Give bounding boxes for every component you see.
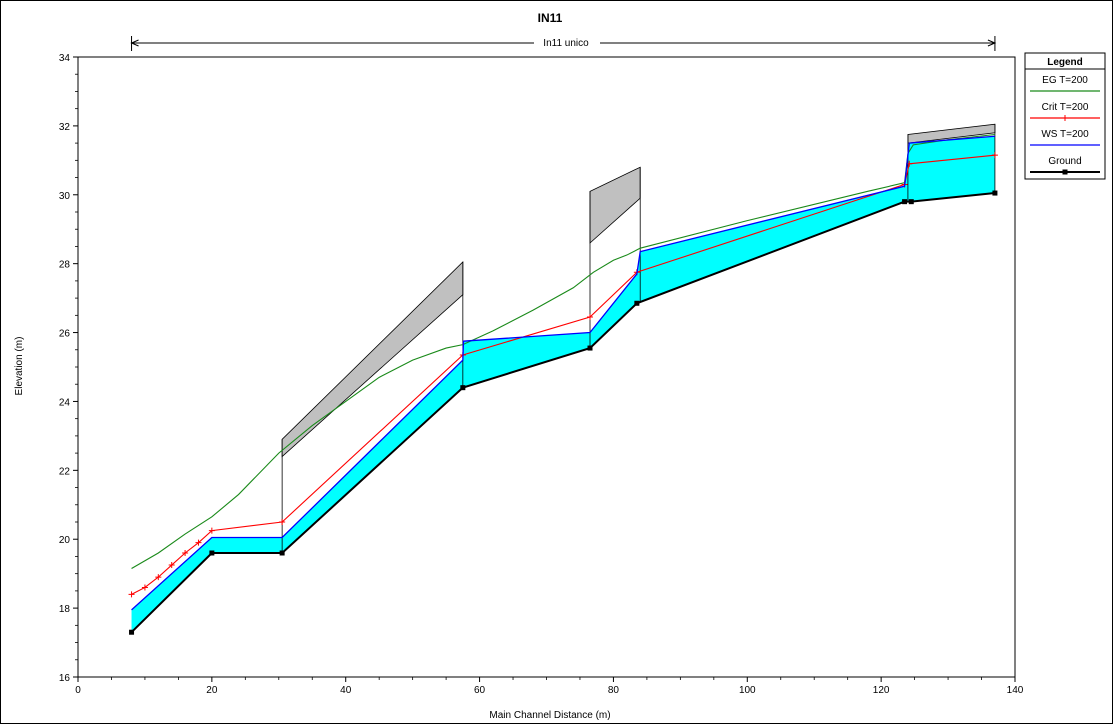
ws-line <box>131 135 995 611</box>
y-tick-label: 24 <box>59 397 71 408</box>
water-fill <box>131 136 995 633</box>
plot-area: 0 20 40 60 80 100 120 140 16 18 20 22 24 26 28 30 32 34 <box>59 53 1024 696</box>
ground-point <box>460 385 466 391</box>
x-tick-label: 120 <box>873 685 890 696</box>
crit-point <box>991 152 998 159</box>
y-tick-label: 16 <box>59 673 71 684</box>
ground-point <box>129 629 135 635</box>
legend-label: Crit T=200 <box>1042 102 1089 113</box>
y-tick-label: 32 <box>59 122 71 133</box>
ground-point <box>279 550 285 556</box>
x-tick-label: 100 <box>739 685 756 696</box>
y-tick-label: 18 <box>59 604 71 615</box>
legend-label: WS T=200 <box>1041 129 1089 140</box>
legend-label: Ground <box>1048 156 1081 167</box>
x-tick-label: 20 <box>206 685 218 696</box>
ground-point <box>634 300 640 306</box>
ground-point <box>209 550 215 556</box>
crit-point <box>279 519 286 525</box>
x-tick-label: 60 <box>474 685 486 696</box>
reach-arrow-right <box>987 39 997 47</box>
crit-point <box>195 539 202 546</box>
plot-border <box>77 56 1016 678</box>
ground-line <box>130 192 996 633</box>
ground-point <box>587 345 593 351</box>
y-tick-label: 20 <box>59 535 71 546</box>
y-axis-label: Elevation (m) <box>14 337 25 396</box>
x-tick-label: 40 <box>340 685 352 696</box>
chart-title: IN11 <box>538 11 563 25</box>
y-tick-label: 22 <box>59 466 71 477</box>
reach-arrow-left <box>130 39 139 47</box>
legend-marker <box>1062 115 1068 121</box>
x-axis-label: Main Channel Distance (m) <box>489 710 610 721</box>
crit-point <box>155 574 162 581</box>
legend-title: Legend <box>1047 57 1083 68</box>
x-tick-label: 80 <box>608 685 620 696</box>
x-tick-label: 0 <box>75 685 81 696</box>
ground-point <box>908 199 914 205</box>
y-tick-label: 30 <box>59 191 71 202</box>
crit-line <box>131 154 995 595</box>
y-tick-label: 34 <box>59 53 71 64</box>
ground-point <box>902 199 908 205</box>
crit-point <box>168 562 175 569</box>
y-tick-label: 28 <box>59 260 71 271</box>
crit-point <box>128 591 135 598</box>
x-tick-label: 140 <box>1007 685 1024 696</box>
crit-point <box>141 584 148 591</box>
legend-label: EG T=200 <box>1042 75 1088 86</box>
ground-point <box>992 190 998 196</box>
crit-point <box>208 527 215 534</box>
legend: Legend EG T=200 Crit T=200 WS T=200 Ground <box>1024 52 1106 180</box>
y-tick-label: 26 <box>59 329 71 340</box>
eg-line <box>131 133 995 569</box>
structure-deck-2 <box>589 166 641 244</box>
crit-point <box>587 314 594 321</box>
reach-label: In11 unico <box>543 38 589 49</box>
crit-point <box>182 550 189 556</box>
legend-marker <box>1062 169 1068 175</box>
